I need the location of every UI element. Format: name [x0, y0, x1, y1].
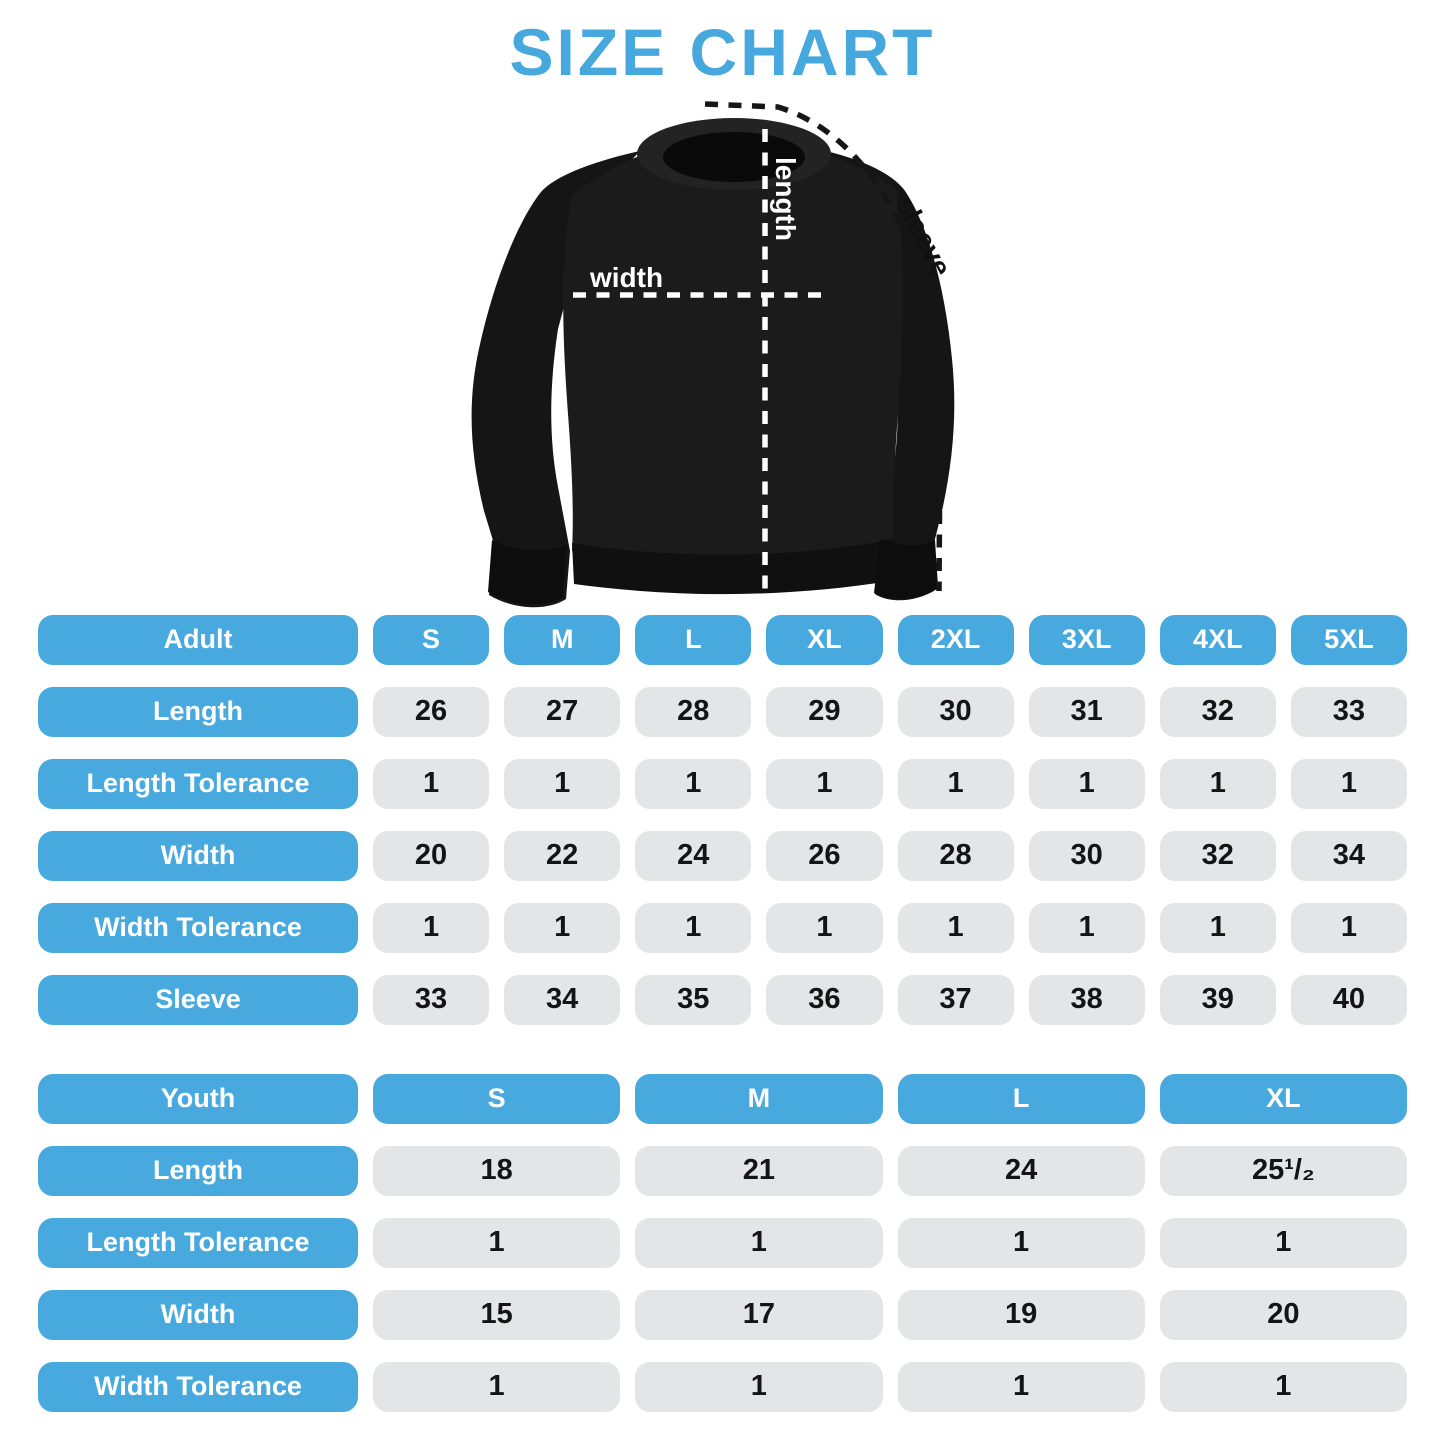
- row-label-cell: Width Tolerance: [38, 902, 358, 953]
- row-label-cell: Width Tolerance: [38, 1361, 358, 1412]
- value-cell: 1: [635, 758, 752, 809]
- value-cell: 30: [897, 686, 1014, 737]
- length-label: length: [770, 157, 801, 241]
- size-header-cell: S: [373, 1073, 621, 1124]
- size-header-cell: M: [635, 1073, 883, 1124]
- size-header-cell: L: [897, 1073, 1145, 1124]
- value-cell: 1: [635, 902, 752, 953]
- value-cell: 20: [1159, 1289, 1407, 1340]
- value-cell: 1: [1028, 902, 1145, 953]
- size-header-cell: 3XL: [1028, 614, 1145, 665]
- value-cell: 1: [1290, 758, 1407, 809]
- youth-table-title: Youth: [38, 1073, 358, 1124]
- value-cell: 40: [1290, 974, 1407, 1025]
- adult-table-title: Adult: [38, 614, 358, 665]
- value-cell: 31: [1028, 686, 1145, 737]
- sweatshirt-right-sleeve: [825, 150, 954, 600]
- value-cell: 24: [635, 830, 752, 881]
- row-label-cell: Length: [38, 686, 358, 737]
- sweatshirt-hem-band: [571, 538, 893, 594]
- value-cell: 1: [897, 902, 1014, 953]
- row-label-cell: Length Tolerance: [38, 1217, 358, 1268]
- value-cell: 20: [373, 830, 490, 881]
- sweatshirt-left-cuff: [487, 539, 567, 604]
- size-header-cell: XL: [766, 614, 883, 665]
- value-cell: 28: [635, 686, 752, 737]
- value-cell: 19: [897, 1289, 1145, 1340]
- value-cell: 38: [1028, 974, 1145, 1025]
- value-cell: 27: [504, 686, 621, 737]
- size-header-cell: L: [635, 614, 752, 665]
- adult-size-table: Adult S M L XL 2XL 3XL 4XL 5XL Length 26 27 28 29 30 31…: [0, 614, 1445, 1025]
- row-label-cell: Length Tolerance: [38, 758, 358, 809]
- value-cell: 33: [373, 974, 490, 1025]
- value-cell: 1: [1159, 758, 1276, 809]
- value-cell: 34: [1290, 830, 1407, 881]
- value-cell: 29: [766, 686, 883, 737]
- value-cell: 33: [1290, 686, 1407, 737]
- value-cell: 39: [1159, 974, 1276, 1025]
- sweatshirt-diagram: width length sleeve: [408, 89, 1038, 609]
- sweatshirt-image: width length sleeve: [471, 100, 957, 607]
- value-cell: 1: [766, 902, 883, 953]
- value-cell: 17: [635, 1289, 883, 1340]
- value-cell: 32: [1159, 686, 1276, 737]
- sweatshirt-left-sleeve: [471, 150, 640, 607]
- value-cell: 1: [766, 758, 883, 809]
- row-label-cell: Width: [38, 1289, 358, 1340]
- value-cell: 1: [1290, 902, 1407, 953]
- value-cell: 26: [373, 686, 490, 737]
- value-cell: 1: [635, 1217, 883, 1268]
- sweatshirt-right-cuff: [873, 538, 938, 599]
- row-label-cell: Length: [38, 1145, 358, 1196]
- value-cell: 1: [504, 758, 621, 809]
- size-header-cell: S: [373, 614, 490, 665]
- youth-size-table: Youth S M L XL Length 18 21 24 25¹/₂ Length Tolera…: [0, 1073, 1445, 1412]
- value-cell: 1: [373, 902, 490, 953]
- value-cell: 1: [897, 1361, 1145, 1412]
- value-cell: 32: [1159, 830, 1276, 881]
- value-cell: 34: [504, 974, 621, 1025]
- value-cell: 24: [897, 1145, 1145, 1196]
- value-cell: 18: [373, 1145, 621, 1196]
- value-cell: 36: [766, 974, 883, 1025]
- value-cell: 1: [1159, 1361, 1407, 1412]
- value-cell: 1: [504, 902, 621, 953]
- value-cell: 1: [1159, 902, 1276, 953]
- size-header-cell: 2XL: [897, 614, 1014, 665]
- sweatshirt-body: [562, 140, 903, 561]
- value-cell: 30: [1028, 830, 1145, 881]
- size-header-cell: XL: [1159, 1073, 1407, 1124]
- value-cell: 21: [635, 1145, 883, 1196]
- value-cell: 1: [373, 758, 490, 809]
- row-label-cell: Sleeve: [38, 974, 358, 1025]
- value-cell: 35: [635, 974, 752, 1025]
- sweatshirt-collar-opening: [662, 131, 805, 182]
- page-title: SIZE CHART: [509, 15, 936, 89]
- value-cell: 28: [897, 830, 1014, 881]
- value-cell: 1: [373, 1361, 621, 1412]
- value-cell: 1: [1028, 758, 1145, 809]
- value-cell: 25¹/₂: [1159, 1145, 1407, 1196]
- width-label: width: [589, 262, 663, 293]
- value-cell: 1: [897, 1217, 1145, 1268]
- value-cell: 15: [373, 1289, 621, 1340]
- row-label-cell: Width: [38, 830, 358, 881]
- value-cell: 1: [1159, 1217, 1407, 1268]
- value-cell: 1: [897, 758, 1014, 809]
- value-cell: 26: [766, 830, 883, 881]
- value-cell: 22: [504, 830, 621, 881]
- value-cell: 1: [635, 1361, 883, 1412]
- size-header-cell: 4XL: [1159, 614, 1276, 665]
- size-header-cell: M: [504, 614, 621, 665]
- size-header-cell: 5XL: [1290, 614, 1407, 665]
- value-cell: 37: [897, 974, 1014, 1025]
- value-cell: 1: [373, 1217, 621, 1268]
